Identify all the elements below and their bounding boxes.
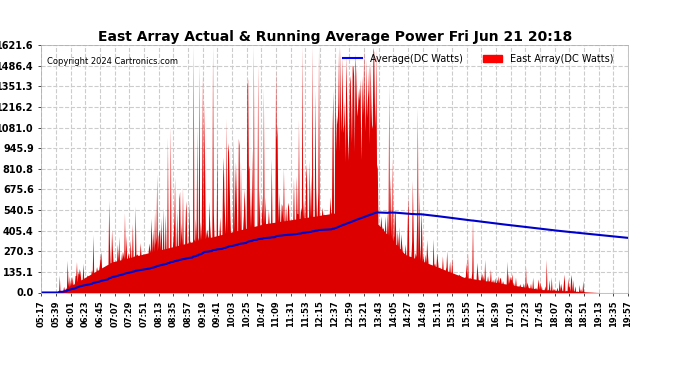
Title: East Array Actual & Running Average Power Fri Jun 21 20:18: East Array Actual & Running Average Powe… <box>97 30 572 44</box>
Text: Copyright 2024 Cartronics.com: Copyright 2024 Cartronics.com <box>47 57 178 66</box>
Legend: Average(DC Watts), East Array(DC Watts): Average(DC Watts), East Array(DC Watts) <box>339 50 617 68</box>
